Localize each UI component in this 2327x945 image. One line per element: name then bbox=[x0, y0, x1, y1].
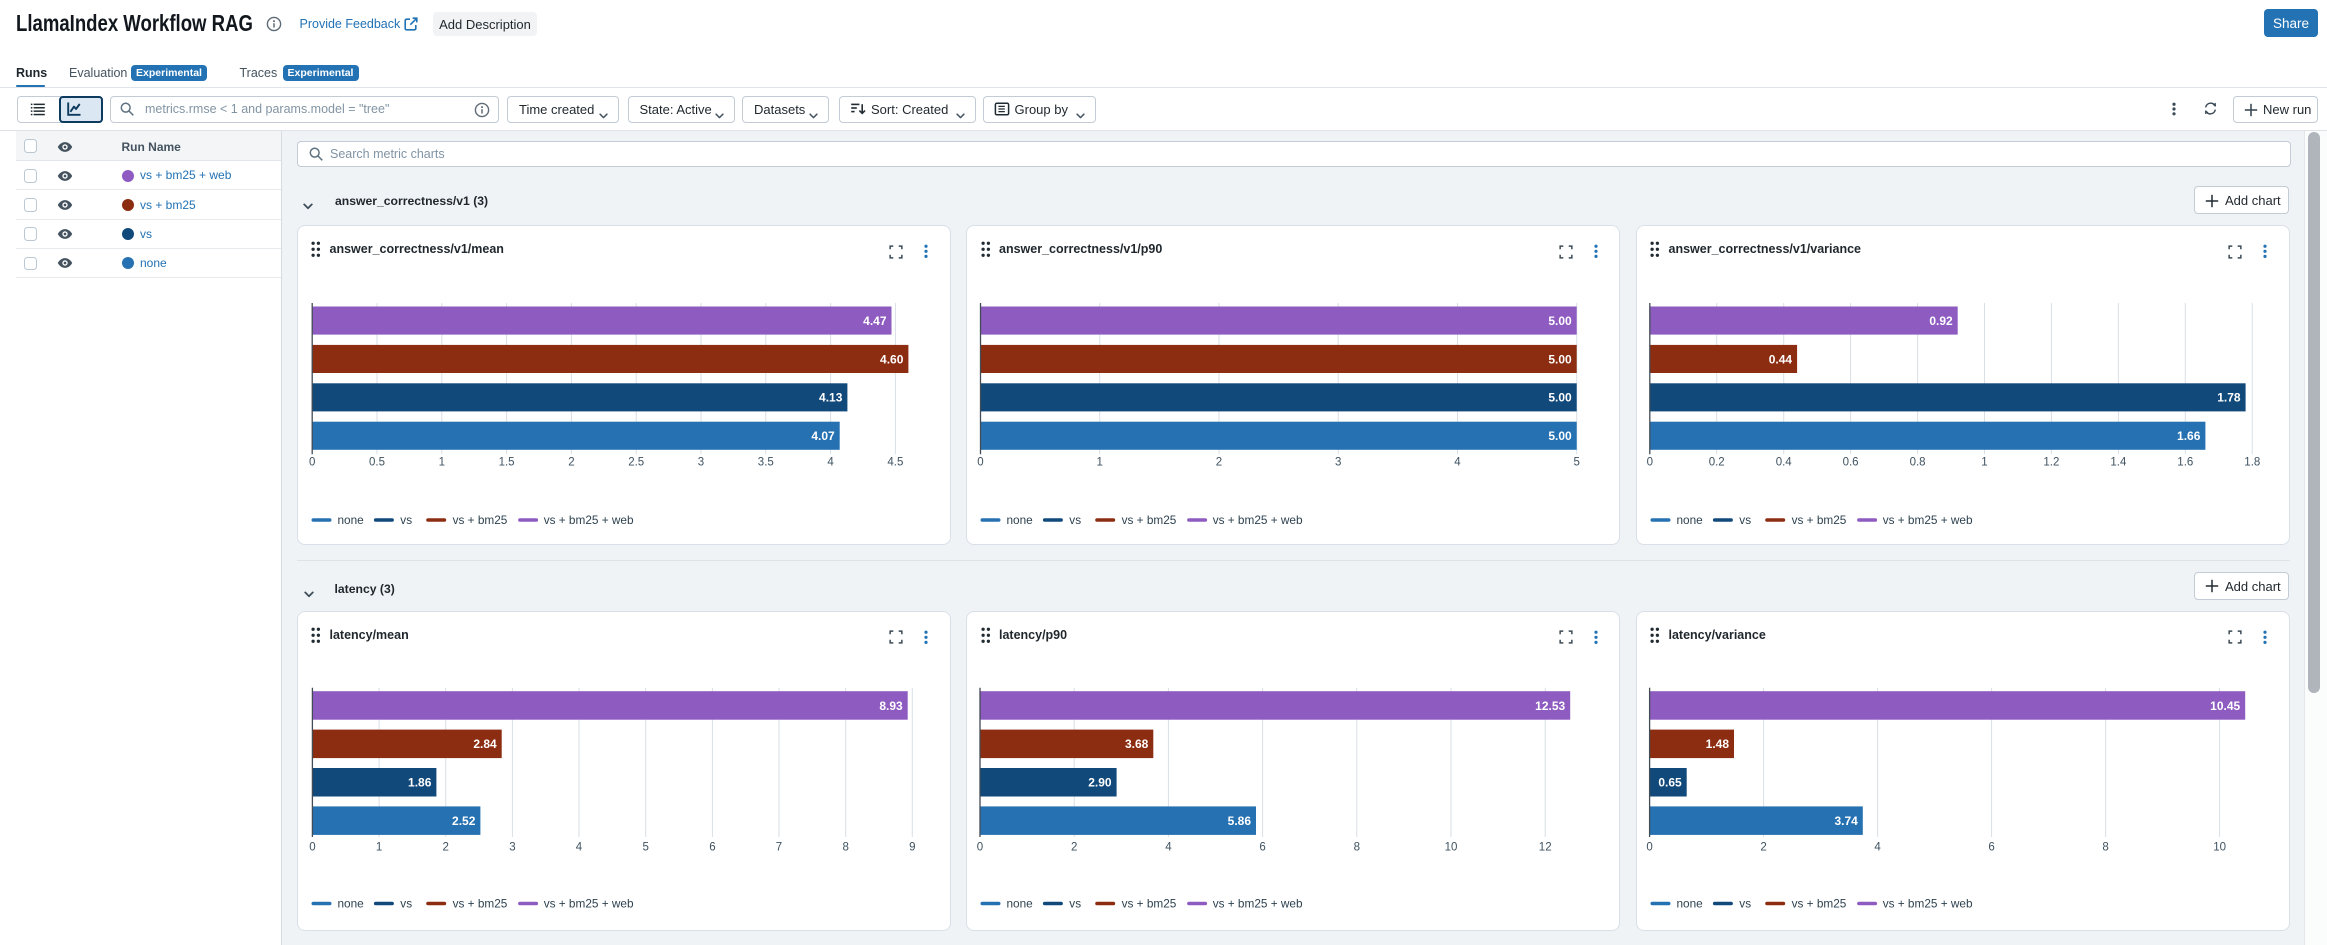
svg-text:1: 1 bbox=[1096, 457, 1102, 469]
svg-text:vs + bm25 + web: vs + bm25 + web bbox=[543, 513, 633, 527]
svg-text:vs + bm25: vs + bm25 bbox=[1122, 513, 1177, 527]
svg-text:4: 4 bbox=[575, 841, 582, 853]
svg-text:3.68: 3.68 bbox=[1125, 737, 1149, 751]
svg-text:5.00: 5.00 bbox=[1548, 314, 1572, 328]
svg-text:vs + bm25 + web: vs + bm25 + web bbox=[1882, 896, 1972, 910]
svg-text:0: 0 bbox=[1646, 841, 1652, 853]
svg-text:5: 5 bbox=[642, 841, 648, 853]
svg-text:4.5: 4.5 bbox=[887, 457, 903, 469]
svg-text:1.48: 1.48 bbox=[1705, 737, 1729, 751]
svg-text:0.4: 0.4 bbox=[1775, 457, 1792, 469]
svg-text:none: none bbox=[1007, 513, 1034, 527]
svg-text:1: 1 bbox=[1981, 457, 1987, 469]
svg-text:vs + bm25 + web: vs + bm25 + web bbox=[1213, 896, 1303, 910]
svg-text:1.8: 1.8 bbox=[2244, 457, 2260, 469]
svg-text:3.5: 3.5 bbox=[757, 457, 773, 469]
svg-text:0.44: 0.44 bbox=[1768, 352, 1792, 366]
svg-text:10.45: 10.45 bbox=[2210, 698, 2240, 712]
svg-text:4.47: 4.47 bbox=[863, 314, 887, 328]
svg-text:vs + bm25 + web: vs + bm25 + web bbox=[543, 896, 633, 910]
svg-text:2.84: 2.84 bbox=[473, 737, 497, 751]
svg-text:none: none bbox=[1676, 896, 1703, 910]
svg-text:4.60: 4.60 bbox=[880, 352, 904, 366]
svg-text:1: 1 bbox=[375, 841, 381, 853]
svg-text:vs + bm25: vs + bm25 bbox=[452, 513, 507, 527]
svg-text:vs + bm25: vs + bm25 bbox=[1791, 896, 1846, 910]
svg-text:12.53: 12.53 bbox=[1535, 698, 1565, 712]
svg-text:6: 6 bbox=[1259, 841, 1265, 853]
svg-text:1.4: 1.4 bbox=[2110, 457, 2127, 469]
svg-text:8: 8 bbox=[1354, 841, 1360, 853]
svg-text:1.66: 1.66 bbox=[2177, 429, 2201, 443]
svg-text:5.00: 5.00 bbox=[1548, 429, 1572, 443]
svg-text:5.00: 5.00 bbox=[1548, 352, 1572, 366]
svg-text:1.5: 1.5 bbox=[498, 457, 514, 469]
svg-text:8.93: 8.93 bbox=[879, 698, 903, 712]
svg-text:vs: vs bbox=[400, 513, 412, 527]
svg-text:0.8: 0.8 bbox=[1909, 457, 1925, 469]
svg-text:4: 4 bbox=[1874, 841, 1881, 853]
svg-text:1: 1 bbox=[438, 457, 444, 469]
svg-text:0: 0 bbox=[308, 457, 314, 469]
svg-text:vs: vs bbox=[1739, 896, 1751, 910]
svg-text:5.00: 5.00 bbox=[1548, 391, 1572, 405]
svg-text:1.78: 1.78 bbox=[2217, 391, 2241, 405]
svg-text:0.5: 0.5 bbox=[369, 457, 385, 469]
svg-text:none: none bbox=[1676, 513, 1703, 527]
svg-text:10: 10 bbox=[1445, 841, 1458, 853]
svg-text:4.07: 4.07 bbox=[811, 429, 835, 443]
svg-text:1.86: 1.86 bbox=[408, 775, 432, 789]
svg-text:0.65: 0.65 bbox=[1658, 775, 1682, 789]
svg-text:vs + bm25 + web: vs + bm25 + web bbox=[1882, 513, 1972, 527]
svg-text:4: 4 bbox=[1454, 457, 1461, 469]
svg-text:4: 4 bbox=[827, 457, 834, 469]
svg-text:6: 6 bbox=[1988, 841, 1994, 853]
svg-text:4: 4 bbox=[1165, 841, 1172, 853]
svg-text:vs: vs bbox=[400, 896, 412, 910]
svg-text:4.13: 4.13 bbox=[819, 391, 843, 405]
svg-text:0: 0 bbox=[977, 457, 983, 469]
svg-text:3: 3 bbox=[1335, 457, 1341, 469]
svg-text:2.52: 2.52 bbox=[452, 814, 476, 828]
svg-text:2: 2 bbox=[1216, 457, 1222, 469]
svg-text:none: none bbox=[1007, 896, 1034, 910]
svg-text:7: 7 bbox=[775, 841, 781, 853]
svg-text:8: 8 bbox=[2102, 841, 2108, 853]
svg-text:2.90: 2.90 bbox=[1088, 775, 1112, 789]
svg-text:vs + bm25: vs + bm25 bbox=[452, 896, 507, 910]
svg-text:5.86: 5.86 bbox=[1228, 814, 1252, 828]
svg-text:0: 0 bbox=[977, 841, 983, 853]
svg-text:2: 2 bbox=[1071, 841, 1077, 853]
svg-text:vs: vs bbox=[1069, 896, 1081, 910]
svg-text:vs: vs bbox=[1069, 513, 1081, 527]
svg-text:9: 9 bbox=[909, 841, 915, 853]
svg-text:12: 12 bbox=[1539, 841, 1552, 853]
svg-text:vs + bm25: vs + bm25 bbox=[1791, 513, 1846, 527]
svg-text:6: 6 bbox=[709, 841, 715, 853]
svg-text:0.2: 0.2 bbox=[1708, 457, 1724, 469]
svg-text:vs: vs bbox=[1739, 513, 1751, 527]
svg-text:3: 3 bbox=[509, 841, 515, 853]
svg-text:vs + bm25: vs + bm25 bbox=[1122, 896, 1177, 910]
svg-text:vs + bm25 + web: vs + bm25 + web bbox=[1213, 513, 1303, 527]
svg-text:3.74: 3.74 bbox=[1834, 814, 1858, 828]
svg-text:2.5: 2.5 bbox=[628, 457, 644, 469]
svg-text:10: 10 bbox=[2213, 841, 2226, 853]
svg-text:0: 0 bbox=[1646, 457, 1652, 469]
svg-text:5: 5 bbox=[1573, 457, 1579, 469]
svg-text:2: 2 bbox=[442, 841, 448, 853]
svg-text:0.6: 0.6 bbox=[1842, 457, 1858, 469]
svg-text:none: none bbox=[337, 513, 364, 527]
svg-text:3: 3 bbox=[697, 457, 703, 469]
svg-text:none: none bbox=[337, 896, 364, 910]
svg-text:1.2: 1.2 bbox=[2043, 457, 2059, 469]
svg-text:0: 0 bbox=[309, 841, 315, 853]
svg-text:0.92: 0.92 bbox=[1929, 314, 1953, 328]
svg-text:1.6: 1.6 bbox=[2177, 457, 2193, 469]
svg-text:2: 2 bbox=[1760, 841, 1766, 853]
svg-text:2: 2 bbox=[568, 457, 574, 469]
svg-text:8: 8 bbox=[842, 841, 848, 853]
